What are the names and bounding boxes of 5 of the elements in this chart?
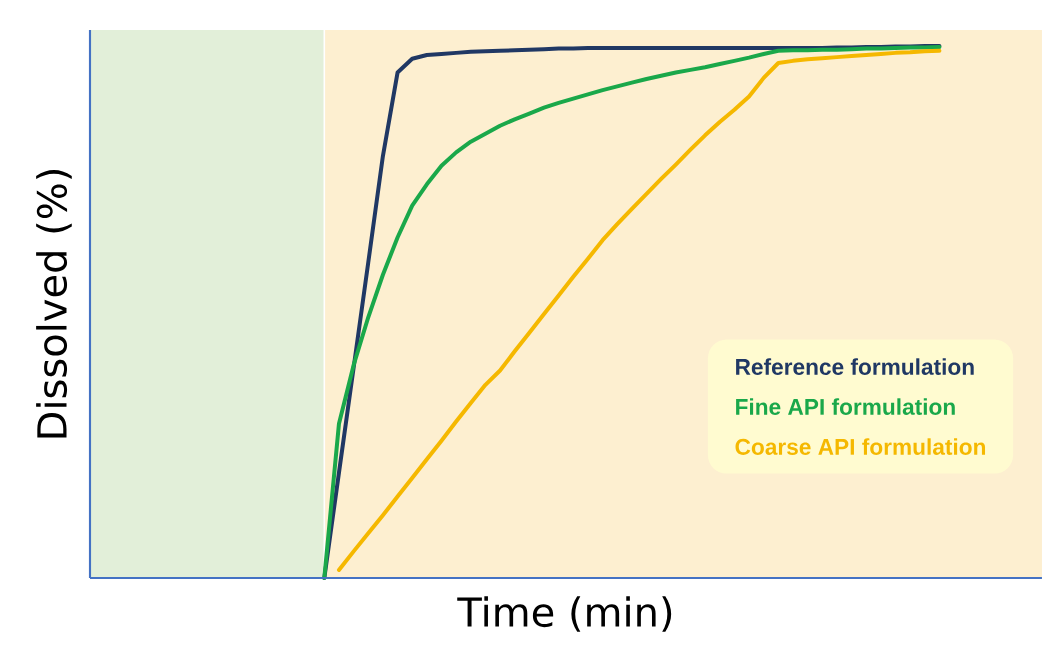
y-axis-title: Dissolved (%) [36, 170, 72, 438]
x-axis-title: Time (min) [457, 596, 672, 632]
text: Fine API formulation [736, 398, 955, 415]
text: Reference formulation [736, 358, 974, 375]
text: Coarse API formulation [735, 438, 986, 455]
